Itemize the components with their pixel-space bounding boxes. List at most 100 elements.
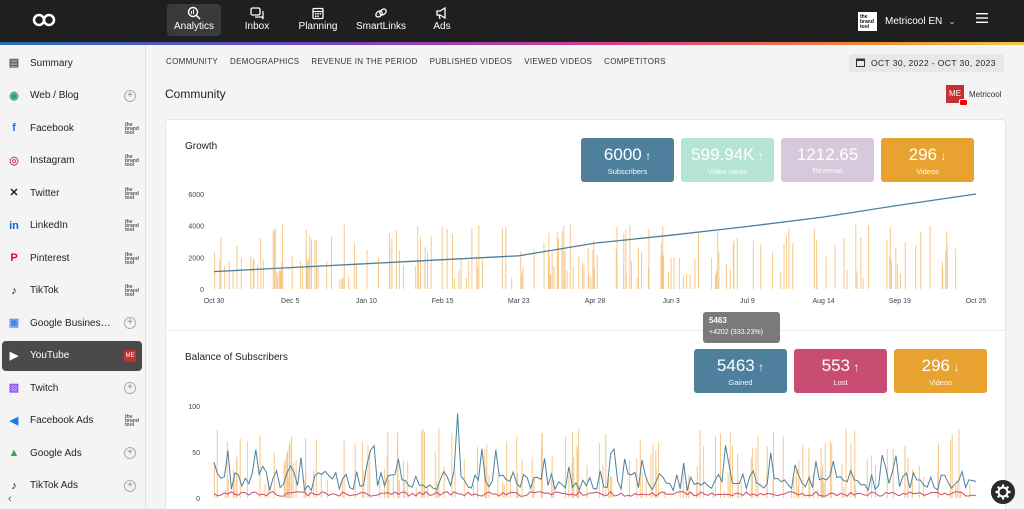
video-bar (658, 442, 660, 498)
video-bar (259, 435, 261, 498)
hamburger-menu-icon[interactable] (976, 13, 988, 23)
brand-avatar: ME (946, 85, 968, 106)
video-bar (420, 236, 421, 289)
growth-subscribers-card[interactable]: 6000 ↑ Subscribers (581, 138, 674, 182)
video-bar (551, 251, 553, 289)
x-tick-label: Jul 9 (740, 298, 755, 305)
tab-revenue-in-the-period[interactable]: REVENUE IN THE PERIOD (311, 57, 418, 66)
lost-line[interactable] (213, 490, 977, 497)
video-bar (361, 441, 363, 498)
video-bar (955, 248, 957, 289)
video-bar (556, 231, 558, 289)
sidebar-item-summary[interactable]: ▤ Summary (0, 48, 145, 78)
growth-revenue-card[interactable]: 1212.65 Revenue (781, 138, 874, 182)
add-connection-icon[interactable]: + (124, 382, 136, 394)
sidebar-item-facebook[interactable]: f Facebook the brand tool (0, 113, 145, 143)
arrow-up-icon: ↑ (754, 149, 764, 163)
nav-inbox[interactable]: Inbox (237, 4, 277, 36)
video-bar (816, 240, 818, 289)
nav-analytics[interactable]: Analytics (167, 4, 221, 36)
video-bar (588, 274, 590, 289)
tab-community[interactable]: COMMUNITY (166, 57, 219, 66)
video-bar (463, 458, 465, 498)
video-bar (564, 436, 566, 498)
video-bar (367, 445, 369, 498)
subscribers-line[interactable] (213, 193, 977, 273)
nav-ads[interactable]: Ads (425, 4, 459, 36)
tab-demographics[interactable]: DEMOGRAPHICS (230, 57, 300, 66)
video-bar (890, 260, 892, 289)
kpi-value: 6000 ↑ (603, 145, 652, 164)
video-bar (812, 473, 814, 498)
gained-line[interactable] (213, 413, 977, 492)
nav-ads-label: Ads (433, 21, 451, 32)
account-switcher[interactable]: the brand tool Metricool EN ⌄ (858, 10, 956, 32)
brand-profile: ME Metricool (946, 85, 1001, 106)
balance-videos-card[interactable]: 296 ↓ Videos (894, 349, 987, 393)
tab-competitors[interactable]: COMPETITORS (604, 57, 666, 66)
video-bar (820, 447, 822, 498)
video-bar (366, 250, 368, 289)
sidebar-item-linkedin[interactable]: in LinkedIn the brand tool (0, 211, 145, 241)
youtube-icon: ▶ (9, 349, 19, 362)
sidebar-item-tiktok-ads[interactable]: ♪ TikTok Ads + (0, 471, 145, 501)
video-bar (398, 480, 400, 498)
balance-gained-card[interactable]: 5463 ↑ Gained (694, 349, 787, 393)
nav-analytics-label: Analytics (173, 21, 214, 32)
video-bar (497, 474, 499, 498)
video-bar (327, 480, 329, 498)
sidebar-item-web-blog[interactable]: ◉ Web / Blog + (0, 81, 145, 111)
video-bar (855, 224, 857, 289)
video-bar (886, 239, 888, 289)
video-bar (790, 486, 792, 498)
top-navigation-bar: Analytics Inbox Planning SmartLinks Ads … (0, 0, 1024, 45)
x-tick-label: Jan 10 (356, 298, 377, 305)
video-bar (441, 226, 443, 289)
video-bar (868, 225, 870, 289)
video-bar (227, 479, 229, 498)
video-bar (516, 435, 518, 498)
sidebar-item-pinterest[interactable]: P Pinterest the brand tool (0, 243, 145, 273)
video-bar (792, 243, 794, 289)
video-bar (236, 246, 238, 289)
add-connection-icon[interactable]: + (124, 479, 136, 492)
nav-planning[interactable]: Planning (292, 4, 344, 36)
sidebar-item-label: Facebook Ads (30, 415, 94, 426)
sidebar-item-instagram[interactable]: ◎ Instagram the brand tool (0, 146, 145, 176)
sidebar-item-google-ads[interactable]: ▲ Google Ads + (0, 438, 145, 468)
video-bar (563, 279, 565, 289)
video-bar (689, 274, 691, 289)
sidebar-item-twitch[interactable]: ▧ Twitch + (0, 373, 145, 403)
balance-chart[interactable]: 0 50 100 (166, 392, 1005, 504)
sidebar-item-tiktok[interactable]: ♪ TikTok the brand tool (0, 276, 145, 306)
video-bar (802, 444, 804, 498)
video-bar (397, 456, 399, 498)
arrow-up-icon: ↑ (754, 360, 765, 374)
metricool-logo-icon[interactable] (32, 12, 56, 28)
video-bar (379, 481, 381, 498)
google-business-icon: ▣ (8, 317, 20, 329)
sidebar-item-facebook-ads[interactable]: ◀ Facebook Ads the brand tool (0, 406, 145, 436)
collapse-sidebar-icon[interactable]: ‹ (8, 493, 12, 505)
nav-smartlinks[interactable]: SmartLinks (352, 4, 410, 36)
add-connection-icon[interactable]: + (124, 317, 136, 329)
video-bar (686, 273, 688, 289)
tab-viewed-videos[interactable]: VIEWED VIDEOS (524, 57, 593, 66)
settings-gear-icon[interactable] (991, 480, 1015, 504)
tab-published-videos[interactable]: PUBLISHED VIDEOS (429, 57, 513, 66)
balance-lost-card[interactable]: 553 ↑ Lost (794, 349, 887, 393)
growth-chart[interactable]: 0 2000 4000 6000 Oct 30 Dec 5 Jan 10 Feb 15 Mar … (166, 180, 1005, 315)
video-bar (417, 226, 419, 289)
add-connection-icon[interactable]: + (124, 447, 136, 459)
add-connection-icon[interactable]: + (124, 89, 136, 102)
account-name: Metricool EN (885, 15, 943, 27)
sidebar-item-twitter[interactable]: ✕ Twitter the brand tool (0, 178, 145, 208)
sidebar-item-youtube[interactable]: ▶ YouTube ME (2, 340, 142, 371)
date-range-picker[interactable]: OCT 30, 2022 - OCT 30, 2023 (849, 54, 1004, 72)
growth-video-views-card[interactable]: 599.94K ↑ Video views (681, 138, 774, 182)
video-bar (645, 479, 647, 498)
growth-videos-card[interactable]: 296 ↓ Videos (881, 138, 974, 182)
sidebar-item-google-business-profile[interactable]: ▣ Google Business Profile + (0, 308, 145, 338)
video-bar (427, 252, 428, 289)
y-tick-label: 2000 (188, 255, 204, 262)
